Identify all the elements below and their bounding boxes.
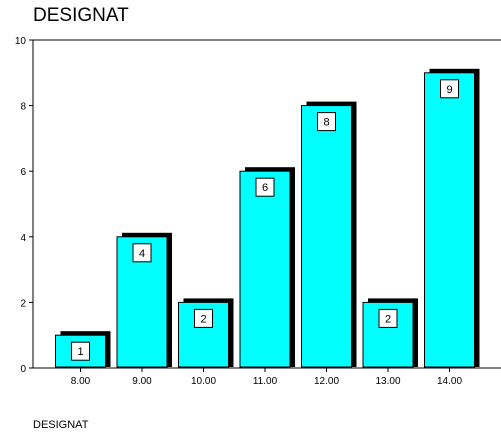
data-label: 9	[446, 84, 452, 96]
x-tick-label: 10.00	[191, 376, 216, 387]
y-tick-label: 4	[20, 233, 26, 244]
y-tick-label: 2	[20, 298, 26, 309]
data-label: 2	[385, 313, 391, 325]
x-tick-label: 8.00	[71, 376, 91, 387]
bar	[424, 72, 475, 368]
x-ticks: 8.00 9.00 10.00 11.00 12.00 13.00 14.00	[71, 368, 462, 387]
x-tick-label: 12.00	[314, 376, 339, 387]
chart-title: DESIGNAT	[33, 5, 129, 26]
data-label-box	[255, 177, 275, 197]
data-label: 4	[139, 248, 145, 260]
x-tick-label: 13.00	[375, 376, 400, 387]
data-label-box	[378, 308, 398, 328]
y-tick-label: 0	[20, 364, 26, 375]
x-tick-label: 11.00	[253, 376, 278, 387]
bar	[239, 170, 291, 368]
y-tick-label: 10	[15, 36, 27, 47]
bar	[301, 105, 352, 368]
data-label: 8	[323, 117, 329, 129]
data-label: 2	[200, 313, 206, 325]
data-label: 1	[77, 346, 83, 358]
x-tick-label: 14.00	[437, 376, 462, 387]
x-tick-label: 9.00	[132, 376, 152, 387]
data-label-box	[317, 112, 336, 132]
data-label-box	[132, 243, 152, 263]
bars: 1 4 2 6 8 2 9	[55, 68, 480, 368]
data-label: 6	[262, 182, 268, 194]
y-tick-label: 8	[20, 102, 26, 113]
data-label-box	[440, 79, 459, 99]
x-axis-label: DESIGNAT	[33, 419, 89, 431]
y-tick-label: 6	[20, 167, 26, 178]
y-ticks: 0 2 4 6 8 10	[15, 36, 33, 375]
data-label-box	[194, 308, 213, 328]
data-label-box	[71, 341, 90, 361]
